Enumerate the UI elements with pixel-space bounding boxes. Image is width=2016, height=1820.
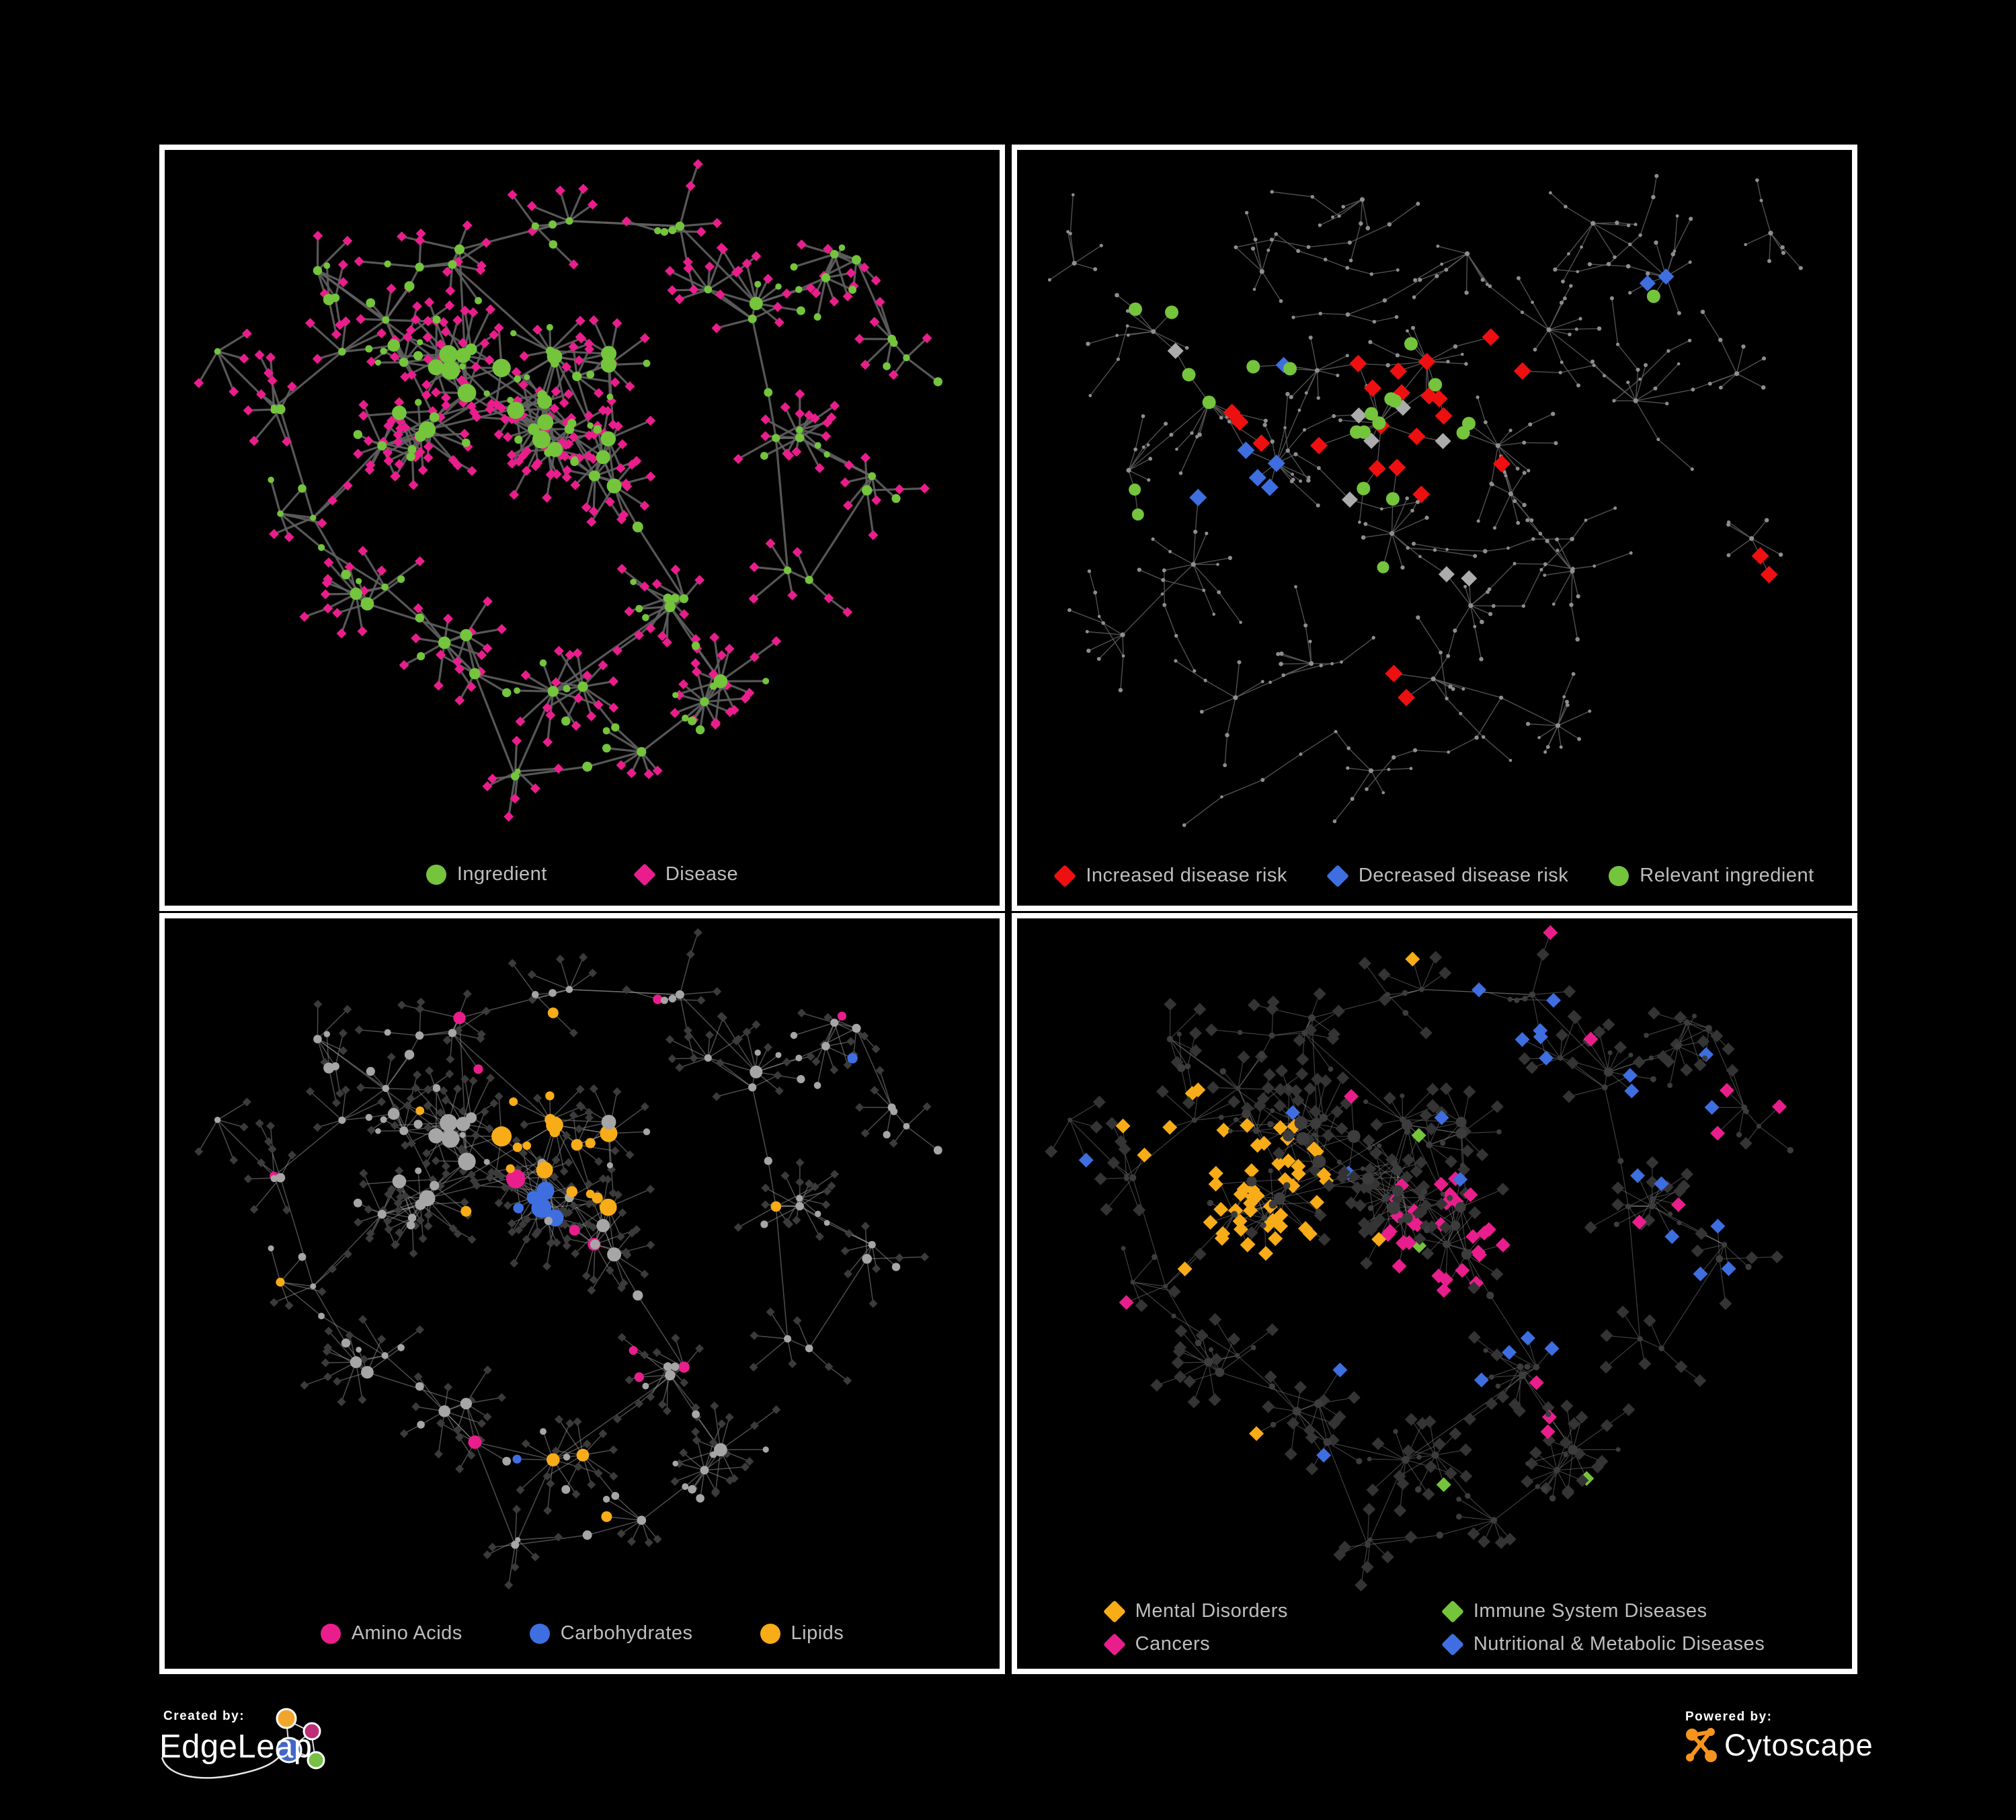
network-canvas-ingredient-disease (194, 159, 943, 822)
legend-label: Ingredient (456, 863, 547, 885)
legend-label: Cancers (1135, 1633, 1211, 1655)
edgeleap-logo (161, 1708, 325, 1779)
edgeleap-node-blue (276, 1737, 303, 1764)
carbohydrates-circle-marker (529, 1623, 550, 1644)
mental-disorders-diamond-marker (1102, 1599, 1126, 1623)
legend-label: Relevant ingredient (1640, 865, 1814, 886)
legend-item: Disease (633, 863, 739, 886)
legend-disease-classes: Mental Disorders Immune System Diseases … (1017, 1599, 1852, 1656)
legend-item: Increased disease risk (1053, 864, 1287, 887)
edgeleap-swoosh (161, 1753, 283, 1779)
cytoscape-credit: Powered by: Cytoscape (1683, 1710, 1898, 1777)
legend-label: Carbohydrates (560, 1622, 693, 1644)
legend-label: Immune System Diseases (1473, 1600, 1707, 1622)
increased-risk-diamond-marker (1053, 864, 1077, 887)
edgeleap-logo-edges (286, 1719, 316, 1759)
legend-label: Mental Disorders (1135, 1600, 1288, 1622)
amino-acids-circle-marker (320, 1623, 341, 1644)
edgeleap-node-orange (276, 1708, 297, 1729)
created-by-label: Created by: (163, 1709, 245, 1723)
immune-system-diseases-diamond-marker (1441, 1599, 1464, 1623)
legend-label: Amino Acids (351, 1622, 462, 1644)
network-canvas-disease-classes (1045, 925, 1793, 1592)
edgeleap-node-magenta (303, 1722, 321, 1741)
legend-item: Cancers (1102, 1632, 1288, 1656)
legend-item: Ingredient (426, 863, 547, 885)
nutritional-metabolic-diamond-marker (1441, 1632, 1464, 1656)
legend-item: Mental Disorders (1102, 1599, 1288, 1623)
cytoscape-logo-node (1686, 1753, 1694, 1762)
cytoscape-logo-node (1686, 1729, 1698, 1741)
legend-label: Decreased disease risk (1358, 865, 1569, 886)
decreased-risk-diamond-marker (1326, 864, 1349, 887)
legend-label: Nutritional & Metabolic Diseases (1473, 1633, 1765, 1655)
network-canvas-nutrient-classes (194, 928, 942, 1590)
panel-disease-risk: Increased disease risk Decreased disease… (1012, 145, 1857, 911)
cytoscape-logo-node (1707, 1728, 1715, 1736)
legend-item: Lipids (760, 1622, 844, 1645)
legend-ingredient-disease: Ingredient Disease (165, 863, 1000, 886)
edgeleap-wordmark: EdgeLeap (159, 1729, 313, 1765)
cytoscape-logo-edges (1689, 1730, 1712, 1758)
legend-disease-risk: Increased disease risk Decreased disease… (1017, 864, 1852, 887)
cytoscape-logo-node (1697, 1741, 1704, 1747)
lipids-circle-marker (760, 1623, 780, 1644)
cancers-diamond-marker (1102, 1632, 1126, 1656)
relevant-ingredient-circle-marker (1609, 865, 1629, 886)
cytoscape-wordmark: Cytoscape (1724, 1728, 1873, 1762)
legend-label: Lipids (791, 1622, 844, 1644)
powered-by-label: Powered by: (1685, 1710, 1773, 1724)
panel-disease-classes: Mental Disorders Immune System Diseases … (1012, 913, 1857, 1674)
legend-item: Decreased disease risk (1326, 864, 1569, 887)
network-canvas-disease-risk (1047, 173, 1803, 828)
legend-item: Immune System Diseases (1441, 1599, 1765, 1623)
legend-label: Disease (665, 863, 739, 885)
legend-item: Relevant ingredient (1609, 865, 1814, 887)
legend-item: Carbohydrates (529, 1622, 693, 1645)
legend-item: Amino Acids (320, 1622, 462, 1645)
legend-item: Nutritional & Metabolic Diseases (1441, 1632, 1765, 1656)
cytoscape-logo (1686, 1728, 1717, 1762)
edgeleap-credit: Created by: EdgeLeap (157, 1704, 365, 1798)
legend-nutrient-classes: Amino Acids Carbohydrates Lipids (165, 1622, 1000, 1645)
disease-diamond-marker (633, 863, 656, 886)
ingredient-circle-marker (426, 864, 446, 885)
edgeleap-node-green (307, 1751, 325, 1770)
panel-ingredient-disease: Ingredient Disease (159, 145, 1005, 911)
panel-nutrient-classes: Amino Acids Carbohydrates Lipids (159, 913, 1005, 1674)
cytoscape-logo-node (1705, 1750, 1717, 1762)
legend-label: Increased disease risk (1086, 865, 1287, 886)
